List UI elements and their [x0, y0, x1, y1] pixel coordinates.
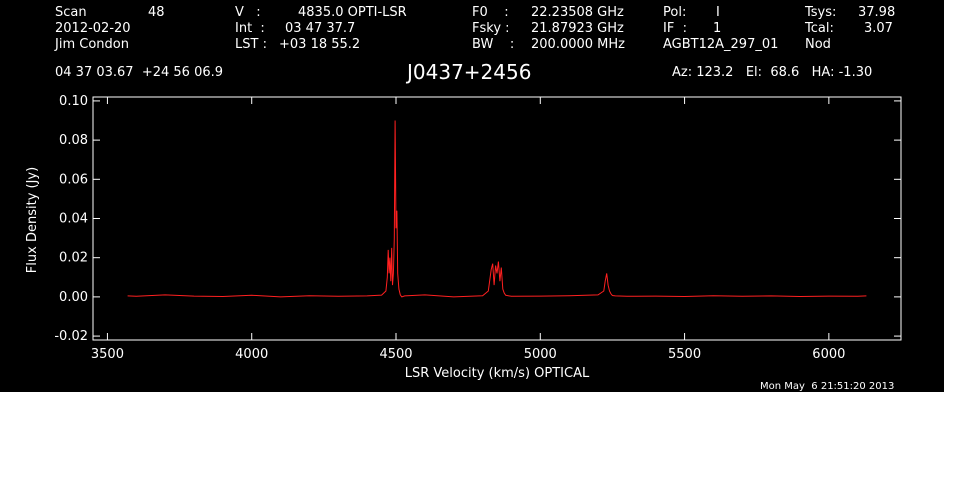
- y-tick-label: 0.10: [59, 94, 88, 109]
- timestamp: Mon May 6 21:51:20 2013: [760, 381, 895, 392]
- velocity-label: V :: [235, 5, 261, 20]
- x-tick-label: 4500: [379, 347, 412, 362]
- y-axis-label: Flux Density (Jy): [25, 167, 40, 273]
- plot-frame: [92, 96, 902, 341]
- spectrum-plot: 3500 4000 4500 5000 5500 6000 -0.02 0.00 0.02 0.0…: [25, 94, 902, 381]
- y-tick-label: 0.00: [59, 290, 88, 305]
- if-label: IF :: [663, 21, 687, 36]
- f0-label: F0 :: [472, 5, 509, 20]
- int-label: Int :: [235, 21, 265, 36]
- scan-label: Scan: [55, 5, 87, 20]
- x-tick-label: 5000: [524, 347, 557, 362]
- x-tick-label: 5500: [668, 347, 701, 362]
- y-tick-label: 0.06: [59, 172, 88, 187]
- y-tick-label: 0.04: [59, 212, 88, 227]
- lst-label: LST :: [235, 37, 267, 52]
- obs-mode: Nod: [805, 37, 831, 52]
- tsys-label: Tsys:: [805, 5, 837, 20]
- x-axis-label: LSR Velocity (km/s) OPTICAL: [405, 366, 590, 381]
- pol-label: Pol:: [663, 5, 687, 20]
- fsky-value: 21.87923 GHz: [531, 21, 624, 36]
- fsky-label: Fsky :: [472, 21, 510, 36]
- lst-value: +03 18 55.2: [279, 37, 361, 52]
- tcal-value: 3.07: [864, 21, 893, 36]
- spectrum-line: [127, 120, 867, 298]
- y-tick-label: -0.02: [54, 329, 88, 344]
- pol-value: I: [716, 5, 720, 20]
- scan-value: 48: [148, 5, 165, 20]
- y-tick-label: 0.02: [59, 251, 88, 266]
- if-value: 1: [713, 21, 722, 36]
- x-tick-label: 3500: [91, 347, 124, 362]
- bw-label: BW :: [472, 37, 515, 52]
- pointing-info: Az: 123.2 El: 68.6 HA: -1.30: [672, 65, 873, 80]
- x-tick-label: 4000: [235, 347, 268, 362]
- project-id: AGBT12A_297_01: [663, 37, 779, 52]
- tcal-label: Tcal:: [805, 21, 834, 36]
- bw-value: 200.0000 MHz: [531, 37, 625, 52]
- f0-value: 22.23508 GHz: [531, 5, 624, 20]
- source-coordinates: 04 37 03.67 +24 56 06.9: [55, 65, 224, 80]
- observer-name: Jim Condon: [55, 37, 129, 52]
- y-tick-label: 0.08: [59, 133, 88, 148]
- source-name: J0437+2456: [407, 60, 532, 84]
- obs-date: 2012-02-20: [55, 21, 131, 36]
- tsys-value: 37.98: [858, 5, 896, 20]
- plot-panel: [0, 0, 944, 392]
- int-value: 03 47 37.7: [285, 21, 356, 36]
- velocity-value: 4835.0 OPTI-LSR: [298, 5, 407, 20]
- x-tick-label: 6000: [812, 347, 845, 362]
